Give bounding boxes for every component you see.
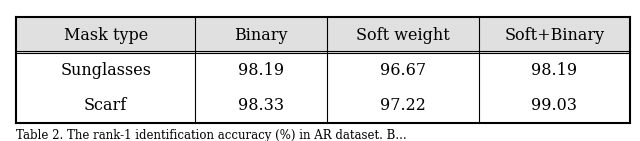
Text: Scarf: Scarf	[84, 97, 127, 114]
Text: 96.67: 96.67	[380, 62, 426, 79]
Bar	[16, 17, 630, 53]
Text: 98.19: 98.19	[531, 62, 577, 79]
Text: Table 2. The rank-1 identification accuracy (%) in AR dataset. B...: Table 2. The rank-1 identification accur…	[16, 129, 406, 141]
Text: 99.03: 99.03	[531, 97, 577, 114]
Text: Sunglasses: Sunglasses	[60, 62, 151, 79]
Text: Soft weight: Soft weight	[356, 27, 449, 44]
Text: 98.33: 98.33	[238, 97, 284, 114]
Text: 98.19: 98.19	[238, 62, 284, 79]
Text: Mask type: Mask type	[63, 27, 148, 44]
Text: Soft+Binary: Soft+Binary	[504, 27, 605, 44]
Text: Binary: Binary	[234, 27, 288, 44]
Text: 97.22: 97.22	[380, 97, 426, 114]
